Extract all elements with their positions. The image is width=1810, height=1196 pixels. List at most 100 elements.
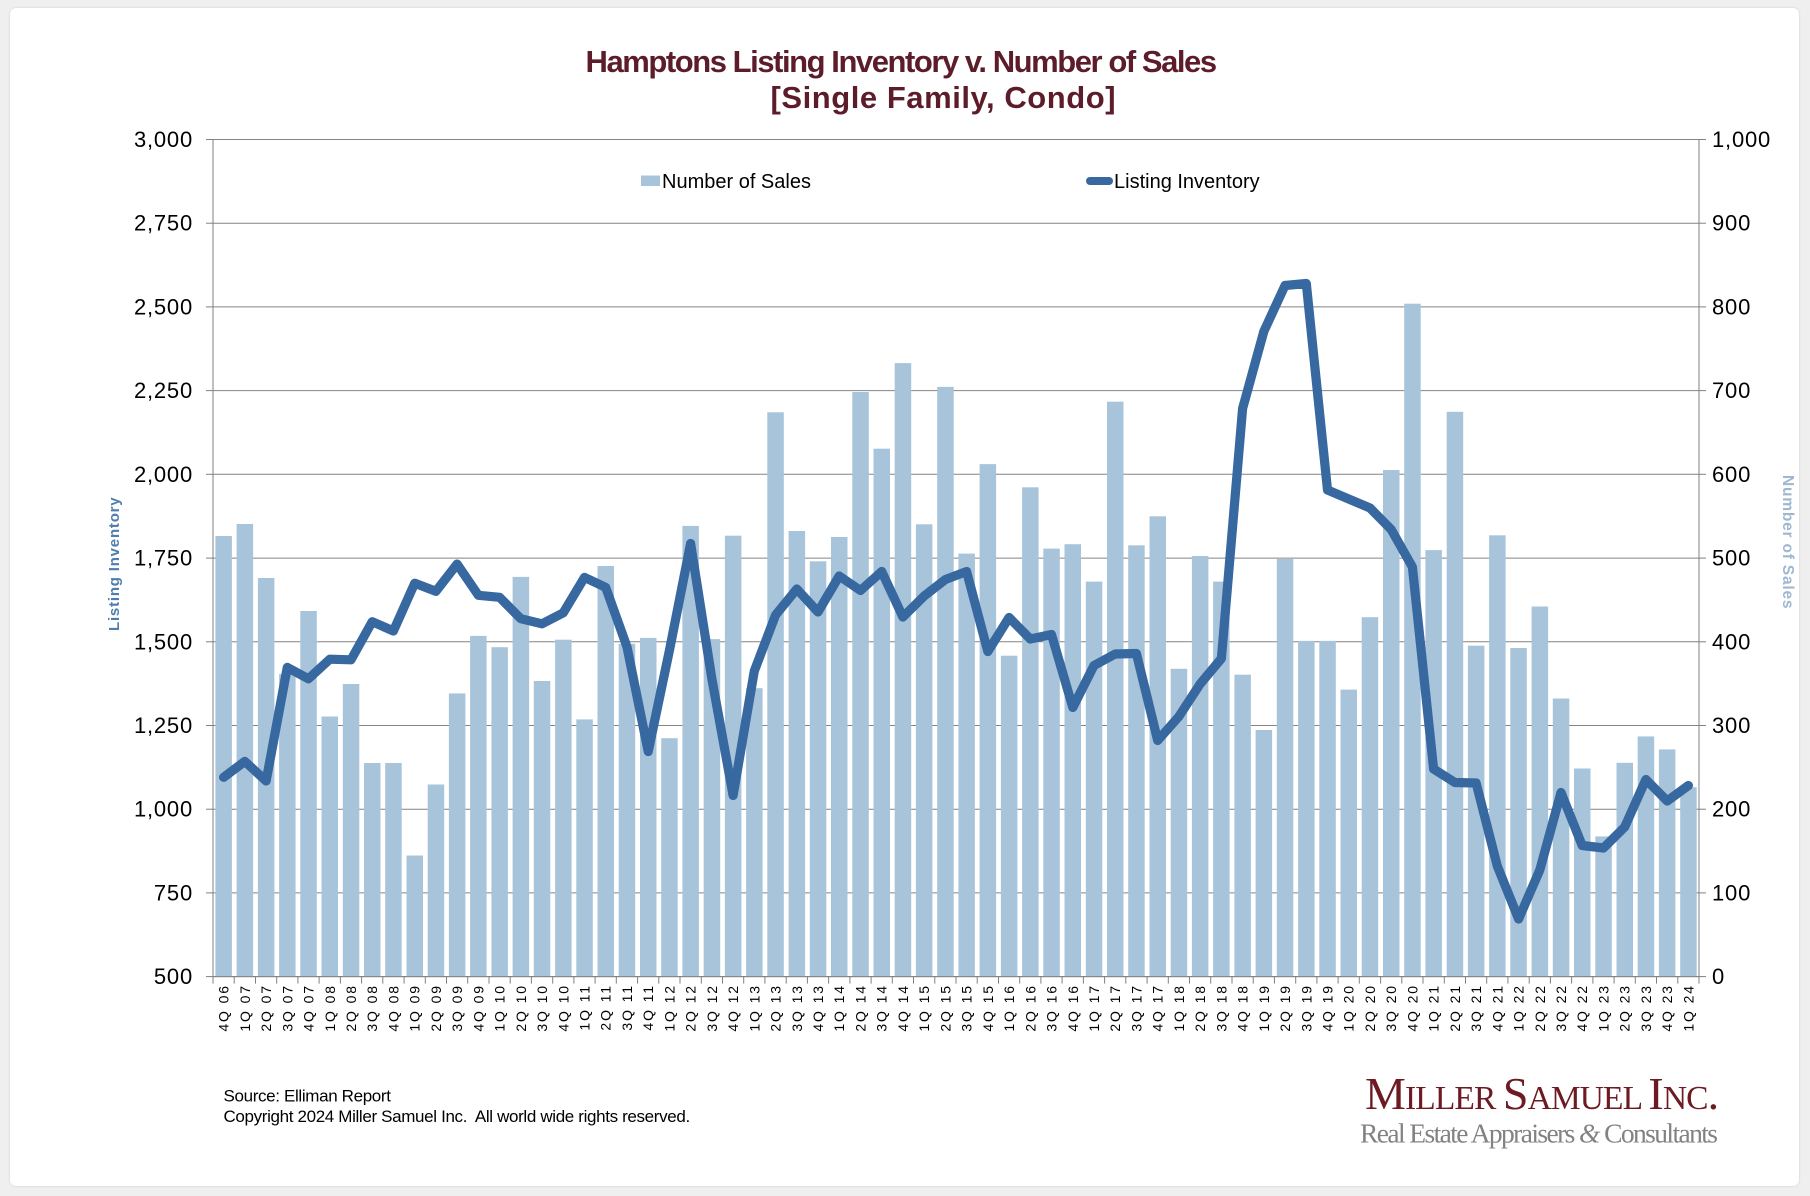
svg-text:1Q 11: 1Q 11 [577, 984, 593, 1031]
svg-text:1Q 19: 1Q 19 [1256, 984, 1272, 1032]
svg-text:3Q 12: 3Q 12 [704, 984, 720, 1032]
svg-text:1,250: 1,250 [134, 713, 193, 738]
svg-text:4Q 14: 4Q 14 [895, 984, 911, 1032]
svg-text:900: 900 [1712, 211, 1751, 236]
svg-text:4Q 20: 4Q 20 [1404, 984, 1420, 1032]
svg-text:2Q 23: 2Q 23 [1617, 984, 1633, 1032]
svg-text:1Q 09: 1Q 09 [407, 984, 423, 1032]
svg-text:4Q 09: 4Q 09 [470, 984, 486, 1032]
svg-text:2Q 17: 2Q 17 [1107, 984, 1123, 1032]
svg-text:800: 800 [1712, 294, 1751, 319]
svg-text:2Q 13: 2Q 13 [768, 984, 784, 1032]
svg-text:4Q 08: 4Q 08 [385, 984, 401, 1032]
svg-text:Copyright 2024 Miller Samuel I: Copyright 2024 Miller Samuel Inc. All wo… [224, 1107, 690, 1126]
svg-text:1Q 15: 1Q 15 [916, 984, 932, 1032]
svg-text:1Q 20: 1Q 20 [1341, 984, 1357, 1032]
svg-text:4Q 17: 4Q 17 [1150, 984, 1166, 1032]
svg-text:4Q 19: 4Q 19 [1320, 984, 1336, 1032]
svg-text:4Q 22: 4Q 22 [1574, 984, 1590, 1032]
svg-text:1,750: 1,750 [134, 546, 193, 571]
svg-text:2Q 08: 2Q 08 [343, 984, 359, 1032]
svg-text:300: 300 [1712, 713, 1751, 738]
svg-text:200: 200 [1712, 797, 1751, 822]
svg-text:1Q 22: 1Q 22 [1511, 984, 1527, 1032]
svg-text:4Q 13: 4Q 13 [810, 984, 826, 1032]
svg-text:1,000: 1,000 [134, 797, 193, 822]
svg-text:4Q 10: 4Q 10 [555, 984, 571, 1032]
svg-text:500: 500 [1712, 546, 1751, 571]
svg-text:1Q 08: 1Q 08 [322, 984, 338, 1032]
svg-text:1Q 14: 1Q 14 [831, 984, 847, 1032]
svg-text:2Q 07: 2Q 07 [258, 984, 274, 1032]
svg-text:1,000: 1,000 [1712, 127, 1771, 152]
svg-text:Listing Inventory: Listing Inventory [106, 497, 123, 631]
svg-text:3Q 23: 3Q 23 [1638, 984, 1654, 1032]
svg-text:3Q 09: 3Q 09 [449, 984, 465, 1032]
svg-text:2Q 11: 2Q 11 [598, 984, 614, 1031]
svg-text:Listing Inventory: Listing Inventory [1114, 171, 1260, 193]
svg-text:4Q 21: 4Q 21 [1489, 984, 1505, 1032]
svg-text:4Q 16: 4Q 16 [1065, 984, 1081, 1032]
svg-text:1,500: 1,500 [134, 629, 193, 654]
svg-text:Number of Sales: Number of Sales [1779, 475, 1796, 609]
svg-text:Number of Sales: Number of Sales [662, 171, 811, 193]
svg-text:4Q 12: 4Q 12 [725, 984, 741, 1032]
svg-text:3Q 22: 3Q 22 [1553, 984, 1569, 1032]
svg-text:3Q 21: 3Q 21 [1468, 984, 1484, 1032]
svg-text:2Q 22: 2Q 22 [1532, 984, 1548, 1032]
svg-text:600: 600 [1712, 462, 1751, 487]
svg-text:3Q 20: 3Q 20 [1383, 984, 1399, 1032]
svg-text:3Q 07: 3Q 07 [279, 984, 295, 1032]
svg-text:2,750: 2,750 [134, 211, 193, 236]
svg-text:2Q 19: 2Q 19 [1277, 984, 1293, 1032]
svg-text:1Q 07: 1Q 07 [237, 984, 253, 1032]
svg-text:3Q 17: 3Q 17 [1128, 984, 1144, 1032]
svg-text:1Q 10: 1Q 10 [492, 984, 508, 1032]
svg-text:3Q 13: 3Q 13 [789, 984, 805, 1032]
svg-text:2Q 12: 2Q 12 [683, 984, 699, 1032]
svg-text:1Q 17: 1Q 17 [1086, 984, 1102, 1032]
svg-text:Hamptons Listing Inventory v.: Hamptons Listing Inventory v. Number of … [586, 44, 1216, 79]
svg-text:0: 0 [1712, 964, 1725, 989]
svg-text:700: 700 [1712, 378, 1751, 403]
svg-text:3Q 14: 3Q 14 [874, 984, 890, 1032]
svg-text:3Q 16: 3Q 16 [1044, 984, 1060, 1032]
svg-text:2Q 10: 2Q 10 [513, 984, 529, 1032]
svg-text:2Q 16: 2Q 16 [1022, 984, 1038, 1032]
svg-text:2Q 18: 2Q 18 [1192, 984, 1208, 1032]
svg-text:1Q 24: 1Q 24 [1680, 984, 1696, 1032]
svg-text:3Q 10: 3Q 10 [534, 984, 550, 1032]
svg-text:[Single Family, Condo]: [Single Family, Condo] [770, 80, 1116, 115]
svg-text:100: 100 [1712, 880, 1751, 905]
svg-text:Real Estate Appraisers & Consu: Real Estate Appraisers & Consultants [1360, 1118, 1717, 1149]
svg-text:2Q 15: 2Q 15 [937, 984, 953, 1032]
svg-text:4Q 06: 4Q 06 [216, 984, 232, 1032]
svg-text:3Q 15: 3Q 15 [959, 984, 975, 1032]
svg-text:2Q 14: 2Q 14 [853, 984, 869, 1032]
svg-text:1Q 13: 1Q 13 [746, 984, 762, 1032]
svg-text:Source: Elliman Report: Source: Elliman Report [224, 1086, 392, 1105]
svg-text:1Q 16: 1Q 16 [1001, 984, 1017, 1032]
svg-text:3Q 18: 3Q 18 [1213, 984, 1229, 1032]
svg-text:3Q 19: 3Q 19 [1298, 984, 1314, 1032]
svg-text:4Q 23: 4Q 23 [1659, 984, 1675, 1032]
svg-text:1Q 18: 1Q 18 [1171, 984, 1187, 1032]
svg-text:2,250: 2,250 [134, 378, 193, 403]
svg-text:1Q 12: 1Q 12 [661, 984, 677, 1032]
svg-text:4Q 15: 4Q 15 [980, 984, 996, 1032]
svg-text:2Q 20: 2Q 20 [1362, 984, 1378, 1032]
svg-text:MILLER SAMUEL INC.: MILLER SAMUEL INC. [1365, 1068, 1718, 1119]
svg-text:2,000: 2,000 [134, 462, 193, 487]
svg-text:3,000: 3,000 [134, 127, 193, 152]
svg-text:4Q 18: 4Q 18 [1235, 984, 1251, 1032]
svg-text:2Q 09: 2Q 09 [428, 984, 444, 1032]
svg-text:2Q 21: 2Q 21 [1447, 984, 1463, 1032]
svg-text:1Q 21: 1Q 21 [1426, 984, 1442, 1032]
svg-text:400: 400 [1712, 629, 1751, 654]
svg-text:2,500: 2,500 [134, 294, 193, 319]
svg-text:3Q 11: 3Q 11 [619, 984, 635, 1031]
svg-text:500: 500 [154, 964, 193, 989]
svg-text:3Q 08: 3Q 08 [364, 984, 380, 1032]
svg-text:4Q 07: 4Q 07 [301, 984, 317, 1032]
svg-text:750: 750 [154, 880, 193, 905]
